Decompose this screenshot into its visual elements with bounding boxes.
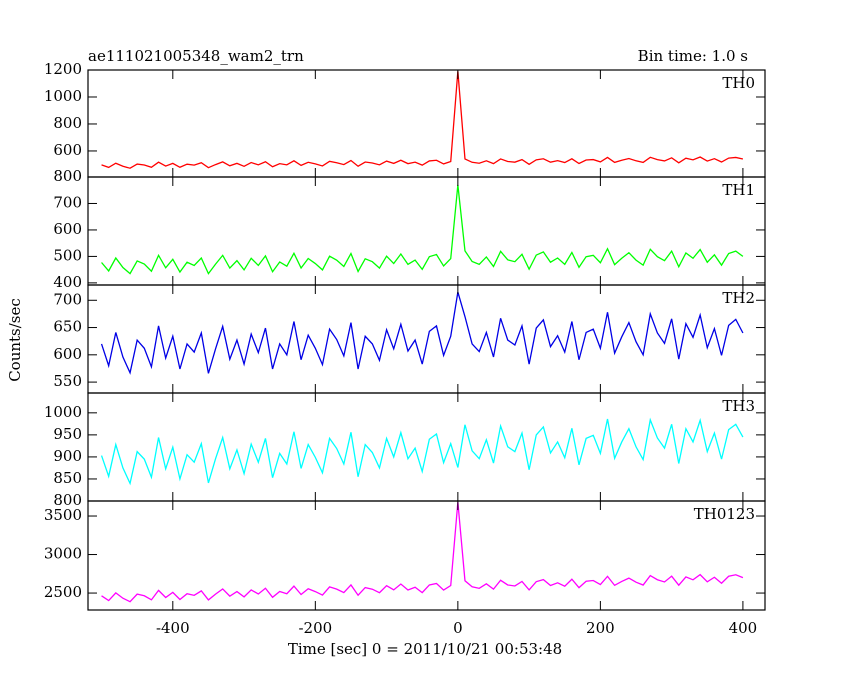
y-tick-label: 1000: [44, 403, 82, 421]
light-curve: [100, 291, 744, 375]
x-axis-label: Time [sec] 0 = 2011/10/21 00:53:48: [288, 640, 562, 658]
y-tick-label: 800: [53, 114, 82, 132]
y-tick-label: 600: [53, 220, 82, 238]
panel-name: TH0123: [694, 505, 755, 523]
y-tick-label: 1000: [44, 87, 82, 105]
chart-title: ae111021005348_wam2_trn: [88, 47, 304, 65]
x-tick-label: 200: [586, 619, 615, 637]
y-tick-label: 2500: [44, 583, 82, 601]
light-curve: [101, 71, 744, 169]
y-tick-label: 700: [53, 193, 82, 211]
panel-name: TH0: [722, 74, 755, 92]
y-tick-label: 3500: [44, 506, 82, 524]
y-tick-label: 900: [53, 447, 82, 465]
x-tick-label: 400: [729, 619, 758, 637]
y-tick-label: 550: [53, 372, 82, 390]
y-tick-label: 600: [53, 141, 82, 159]
y-tick-label: 3000: [44, 545, 82, 563]
x-tick-label: -400: [156, 619, 190, 637]
y-tick-label: 950: [53, 425, 82, 443]
light-curve: [100, 417, 744, 486]
y-tick-label: 850: [53, 469, 82, 487]
y-tick-label: 1200: [44, 60, 82, 78]
y-axis-label: Counts/sec: [6, 298, 24, 382]
y-tick-label: 400: [53, 273, 82, 291]
y-tick-label: 800: [53, 491, 82, 509]
y-tick-label: 500: [53, 246, 82, 264]
y-tick-label: 800: [53, 167, 82, 185]
bin-time: Bin time: 1.0 s: [638, 47, 748, 65]
y-tick-label: 700: [53, 290, 82, 308]
y-tick-label: 600: [53, 345, 82, 363]
y-tick-label: 650: [53, 318, 82, 336]
panel-name: TH1: [722, 181, 755, 199]
light-curve: [101, 502, 744, 603]
light-curve: [101, 184, 744, 275]
panel-frame: [87, 500, 766, 611]
x-tick-label: -200: [298, 619, 332, 637]
panel-name: TH3: [722, 397, 755, 415]
panel-name: TH2: [722, 289, 755, 307]
x-tick-label: 0: [453, 619, 463, 637]
